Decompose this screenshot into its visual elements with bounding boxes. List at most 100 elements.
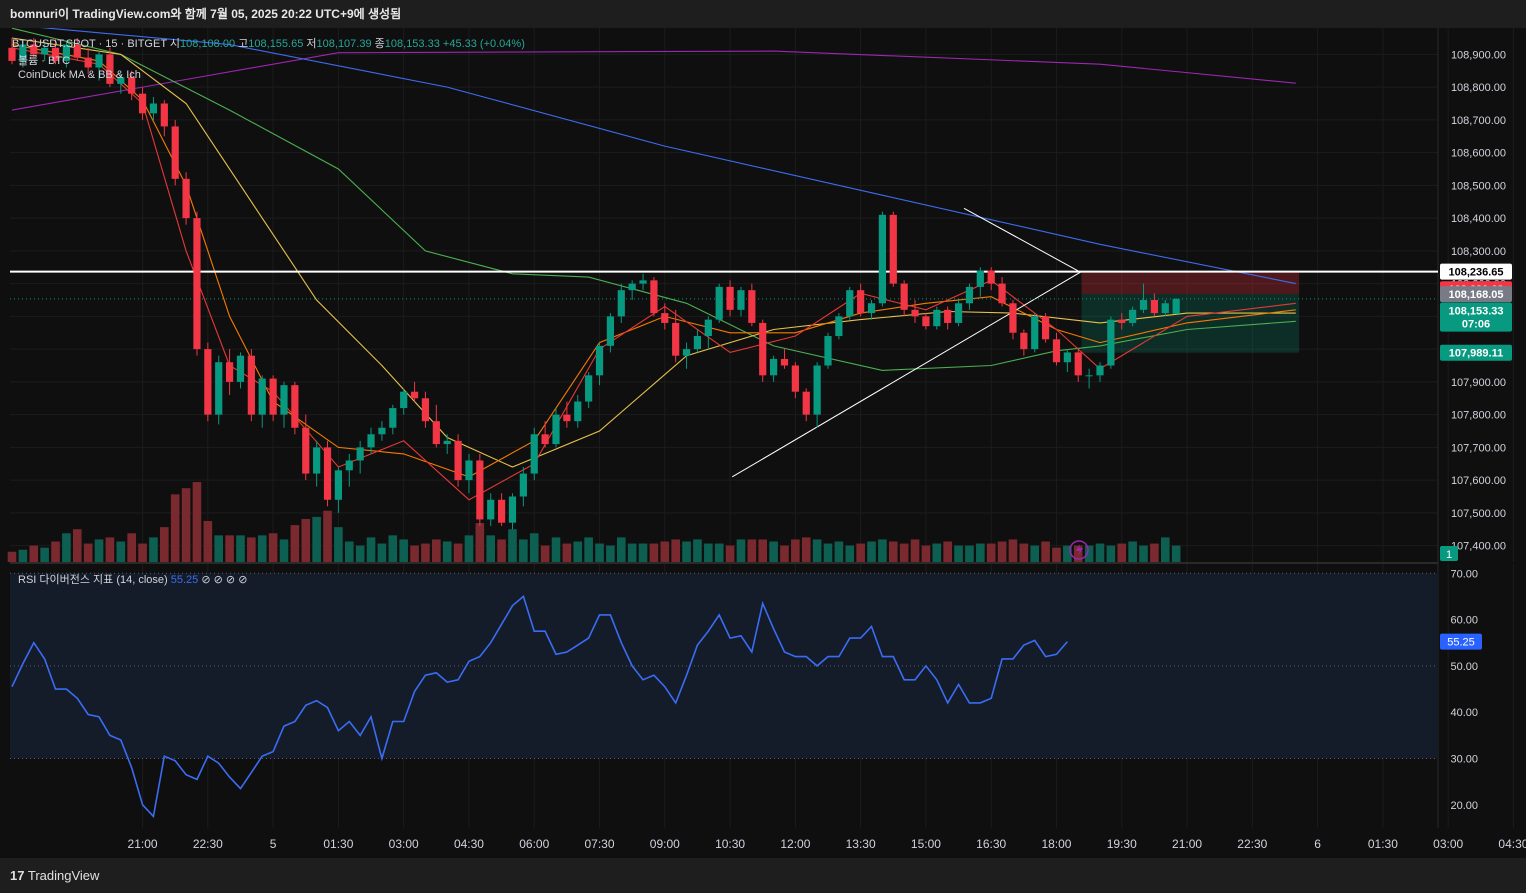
volume-bar (660, 541, 670, 562)
candle-body (291, 385, 299, 428)
volume-bar (236, 535, 245, 562)
hide-icon[interactable]: ⊘ (213, 574, 223, 586)
price-axis-label: 108,700.00 (1451, 115, 1506, 127)
chart-area[interactable]: 108,900.00 108,800.00 108,700.00 108,600.00… (0, 28, 1526, 858)
volume-bar (649, 543, 659, 562)
time-axis-label: 07:30 (585, 837, 615, 851)
rsi-tag-label: 55.25 (1447, 637, 1475, 649)
volume-bar (62, 533, 71, 562)
hide-icon[interactable]: ⊘ (225, 574, 236, 586)
candle-body (1172, 298, 1180, 314)
volume-bar (1052, 547, 1061, 562)
candle-body (585, 375, 593, 402)
price-axis-label: 107,700.00 (1451, 442, 1506, 454)
candle-body (650, 280, 658, 314)
price-tag (1440, 263, 1512, 280)
volume-bar (497, 539, 506, 562)
candle-body (911, 309, 919, 317)
volume-bar (290, 525, 300, 562)
time-axis-label: 21:00 (1172, 837, 1202, 851)
volume-bar (888, 541, 898, 562)
rsi-line (11, 595, 1069, 819)
volume-bar (1008, 539, 1018, 562)
candle-body (954, 303, 963, 323)
candle-body (889, 214, 897, 284)
price-tag (1440, 344, 1512, 361)
volume-bar (72, 529, 82, 562)
volume-bar (214, 535, 224, 562)
volume-bar (519, 539, 528, 562)
rsi-tag (1440, 633, 1482, 650)
volume-badge (1440, 546, 1458, 561)
candle-body (715, 286, 723, 320)
candle-body (563, 414, 571, 422)
candle-body (367, 434, 375, 448)
volume-bar (899, 543, 909, 562)
volume-bar (976, 543, 985, 562)
rsi-axis-label: 40.00 (1450, 707, 1478, 719)
time-axis-label: 06:00 (519, 837, 549, 851)
time-axis-label: 01:30 (323, 837, 353, 851)
volume-bar (29, 545, 39, 562)
volume-bar (203, 521, 213, 562)
volume-bar (551, 537, 561, 562)
candle-body (8, 47, 16, 61)
hide-icon[interactable]: ⊘ (201, 574, 211, 586)
volume-bar (1139, 545, 1148, 562)
time-axis-label: 16:30 (976, 837, 1006, 851)
volume-bar (562, 543, 572, 562)
footer-bar: 17 TradingView (0, 858, 1526, 893)
moving-average-line (11, 28, 1296, 371)
candle-body (857, 290, 865, 314)
candle-body (944, 309, 952, 323)
indicator-legend[interactable]: CoinDuck MA & BB & Ich (18, 69, 141, 81)
candle-body (617, 290, 625, 317)
hide-icon[interactable]: ⊘ (238, 574, 248, 586)
rsi-axis-label: 60.00 (1450, 615, 1478, 627)
volume-bar (225, 535, 234, 562)
candle-body (1129, 309, 1137, 323)
volume-bar (377, 543, 387, 562)
volume-bar (834, 541, 844, 562)
candle-body (84, 57, 92, 68)
candle-body (30, 44, 38, 55)
volume-bar (149, 537, 158, 562)
volume-bar (334, 527, 343, 562)
volume-legend[interactable]: 볼륨 · BTC (18, 55, 71, 67)
price-tag-label: 107,989.11 (1449, 348, 1503, 360)
volume-bar (323, 510, 332, 562)
volume-bar (1106, 545, 1116, 562)
volume-bar (105, 537, 115, 562)
candle-body (530, 434, 538, 474)
price-axis-label: 108,900.00 (1451, 49, 1506, 61)
time-axis-label: 6 (1314, 837, 1321, 851)
volume-bar (1117, 543, 1127, 562)
candle-body (574, 401, 582, 422)
candle-body (269, 378, 277, 415)
candle-body (465, 460, 473, 481)
volume-bar (399, 539, 408, 562)
volume-bar (94, 539, 104, 562)
footer-brand: TradingView (27, 868, 100, 883)
volume-bar (301, 518, 311, 562)
volume-bar (116, 541, 126, 562)
volume-bar (1084, 545, 1094, 562)
candle-body (410, 391, 419, 399)
volume-bar (1160, 537, 1170, 562)
volume-bar (257, 535, 267, 562)
volume-bar (595, 543, 604, 562)
candle-body (846, 290, 854, 317)
volume-bar (986, 543, 996, 562)
volume-bar (127, 533, 136, 562)
candle-body (1150, 300, 1158, 314)
volume-bar (812, 539, 822, 562)
symbol-name[interactable]: BTCUSDT.SPOT · 15 · BITGET (12, 38, 167, 50)
candle-body (900, 283, 908, 310)
volume-bar (279, 539, 289, 562)
rsi-legend[interactable]: RSI 다이버전스 지표 (14, close) 55.25 ⊘ ⊘ ⊘ ⊘ (18, 571, 247, 587)
volume-bar (845, 545, 855, 562)
volume-bar (475, 523, 485, 562)
trendline (732, 271, 1081, 478)
volume-bar (453, 543, 463, 562)
candle-body (1139, 300, 1148, 310)
